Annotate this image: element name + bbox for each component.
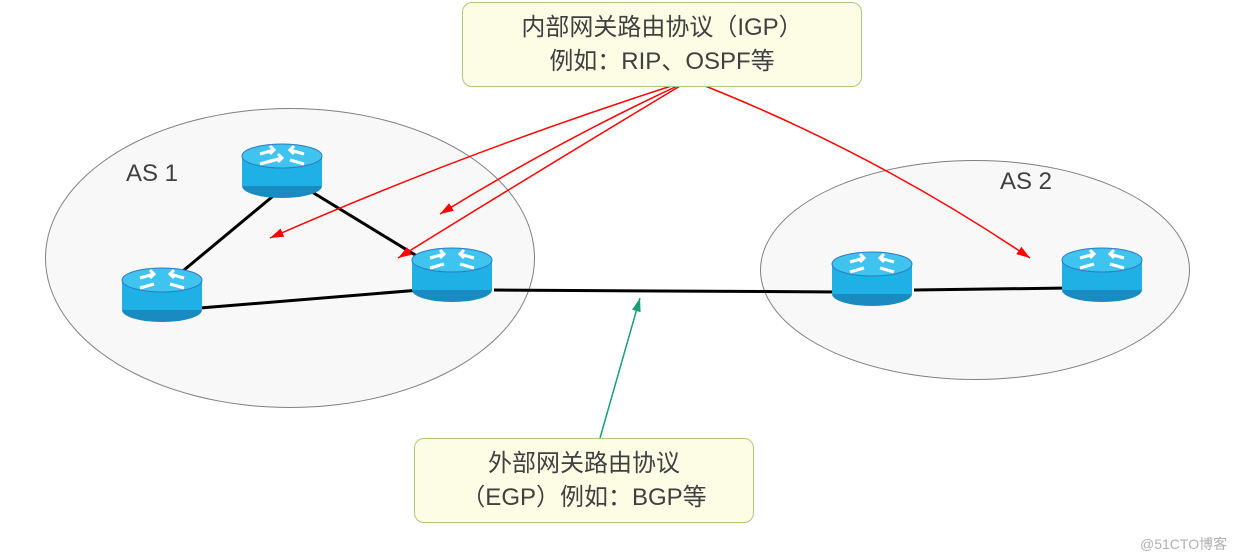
- router-r5: [1060, 246, 1144, 304]
- as1-label: AS 1: [126, 160, 178, 188]
- router-r4: [830, 250, 914, 308]
- igp-label-box: 内部网关路由协议（IGP） 例如：RIP、OSPF等: [462, 2, 862, 87]
- router-r1: [240, 142, 324, 200]
- egp-line1: 外部网关路由协议: [435, 447, 733, 481]
- egp-line2: （EGP）例如：BGP等: [435, 481, 733, 515]
- as2-label: AS 2: [1000, 168, 1052, 196]
- igp-line1: 内部网关路由协议（IGP）: [483, 11, 841, 45]
- egp-label-box: 外部网关路由协议 （EGP）例如：BGP等: [414, 438, 754, 523]
- router-r2: [120, 266, 204, 324]
- igp-line2: 例如：RIP、OSPF等: [483, 45, 841, 79]
- router-r3: [410, 246, 494, 304]
- watermark: @51CTO博客: [1140, 534, 1227, 554]
- egp-callout-arrow: [600, 298, 640, 438]
